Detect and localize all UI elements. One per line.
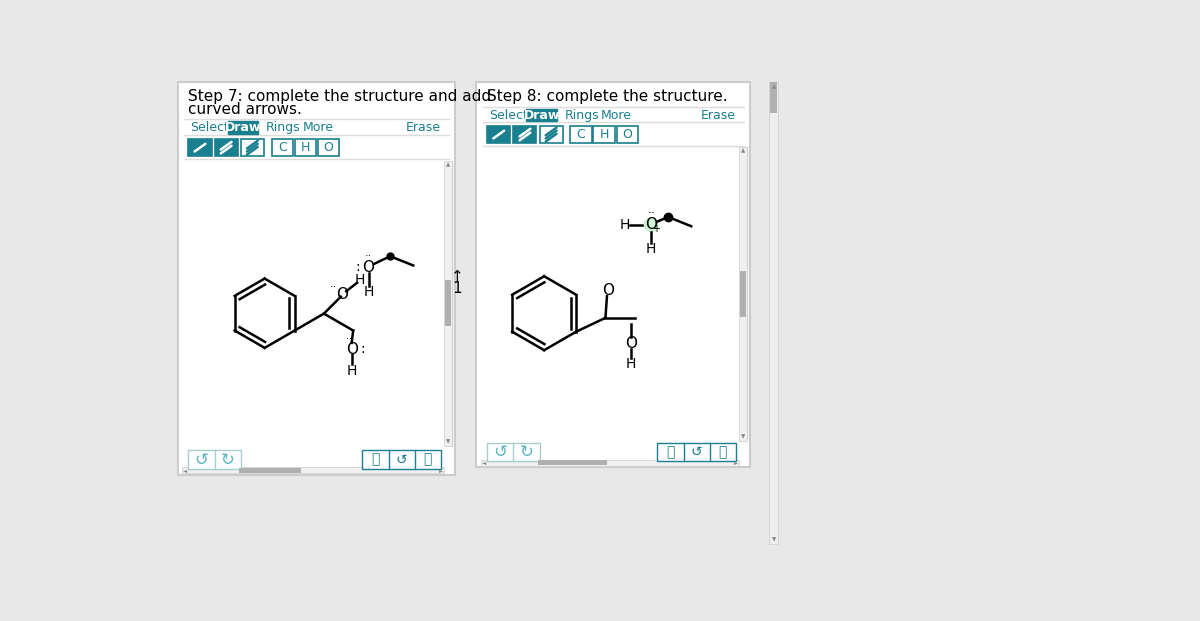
Text: O: O (324, 141, 334, 154)
FancyBboxPatch shape (514, 126, 536, 143)
Text: ··: ·· (647, 207, 655, 220)
Text: H: H (354, 273, 365, 288)
Text: C: C (577, 128, 586, 141)
Text: H: H (600, 128, 608, 141)
FancyBboxPatch shape (540, 126, 563, 143)
FancyBboxPatch shape (445, 280, 451, 326)
FancyBboxPatch shape (188, 450, 241, 469)
Text: O: O (336, 287, 348, 302)
Text: 🔍: 🔍 (424, 453, 432, 466)
FancyBboxPatch shape (739, 147, 746, 441)
FancyBboxPatch shape (570, 126, 592, 143)
Text: H: H (364, 284, 373, 299)
FancyBboxPatch shape (239, 468, 301, 473)
Text: H: H (620, 218, 630, 232)
Text: H: H (646, 242, 656, 256)
Text: Draw: Draw (523, 109, 560, 122)
Text: O: O (646, 217, 658, 232)
Text: ◄: ◄ (184, 468, 187, 473)
Text: ►: ► (733, 460, 738, 465)
Text: Select: Select (190, 121, 229, 134)
Text: ↑
1: ↑ 1 (451, 269, 463, 296)
FancyBboxPatch shape (487, 443, 540, 461)
Text: More: More (302, 121, 334, 134)
FancyBboxPatch shape (228, 122, 258, 134)
Text: H: H (301, 141, 310, 154)
Text: ↻: ↻ (221, 450, 235, 468)
Text: :: : (360, 342, 365, 356)
Text: Select: Select (488, 109, 528, 122)
FancyBboxPatch shape (241, 139, 264, 156)
FancyBboxPatch shape (487, 126, 510, 143)
Text: O: O (346, 342, 358, 356)
FancyBboxPatch shape (476, 82, 750, 467)
FancyBboxPatch shape (658, 443, 736, 461)
Text: H: H (625, 357, 636, 371)
Text: 🔍: 🔍 (666, 445, 674, 459)
Text: ··: ·· (365, 252, 372, 261)
Text: Erase: Erase (701, 109, 736, 122)
FancyBboxPatch shape (318, 139, 340, 156)
FancyBboxPatch shape (617, 126, 638, 143)
Text: ▲: ▲ (772, 84, 775, 89)
FancyBboxPatch shape (538, 460, 607, 465)
Text: ▲: ▲ (445, 162, 450, 167)
FancyBboxPatch shape (295, 139, 317, 156)
Text: curved arrows.: curved arrows. (188, 102, 302, 117)
Text: ··: ·· (330, 283, 337, 292)
Text: ▲: ▲ (740, 148, 745, 153)
Text: ↺: ↺ (396, 453, 408, 466)
FancyBboxPatch shape (271, 139, 293, 156)
Text: O: O (601, 283, 613, 297)
FancyBboxPatch shape (769, 82, 779, 544)
FancyBboxPatch shape (527, 109, 557, 122)
Text: ◄: ◄ (482, 460, 486, 465)
Text: ↺: ↺ (493, 443, 508, 461)
Text: :: : (355, 260, 360, 274)
Circle shape (644, 218, 658, 232)
Text: Step 7: complete the structure and add: Step 7: complete the structure and add (188, 89, 492, 104)
Text: ··: ·· (347, 334, 355, 344)
FancyBboxPatch shape (739, 271, 746, 317)
FancyBboxPatch shape (178, 82, 455, 475)
Text: ↺: ↺ (194, 450, 209, 468)
Text: ▼: ▼ (772, 537, 775, 542)
FancyBboxPatch shape (594, 126, 616, 143)
Text: C: C (278, 141, 287, 154)
Text: Rings: Rings (565, 109, 600, 122)
Text: Erase: Erase (406, 121, 440, 134)
Text: More: More (601, 109, 632, 122)
Text: Draw: Draw (224, 121, 262, 134)
Text: O: O (623, 128, 632, 141)
Text: O: O (625, 336, 637, 351)
Text: ↻: ↻ (520, 443, 533, 461)
Text: 🔍: 🔍 (719, 445, 727, 459)
Text: ▼: ▼ (445, 439, 450, 444)
Text: 🔍: 🔍 (371, 453, 379, 466)
FancyBboxPatch shape (188, 139, 211, 156)
FancyBboxPatch shape (769, 82, 778, 113)
FancyBboxPatch shape (215, 139, 238, 156)
FancyBboxPatch shape (362, 450, 440, 469)
Text: ↺: ↺ (691, 445, 702, 459)
Text: O: O (362, 260, 374, 274)
Text: +: + (652, 224, 660, 233)
FancyBboxPatch shape (444, 161, 451, 446)
Text: H: H (347, 363, 356, 378)
Text: Rings: Rings (266, 121, 301, 134)
FancyBboxPatch shape (182, 467, 444, 473)
Text: Step 8: complete the structure.: Step 8: complete the structure. (487, 89, 728, 104)
Text: ►: ► (439, 468, 443, 473)
FancyBboxPatch shape (481, 460, 739, 466)
Text: ▼: ▼ (740, 435, 745, 440)
